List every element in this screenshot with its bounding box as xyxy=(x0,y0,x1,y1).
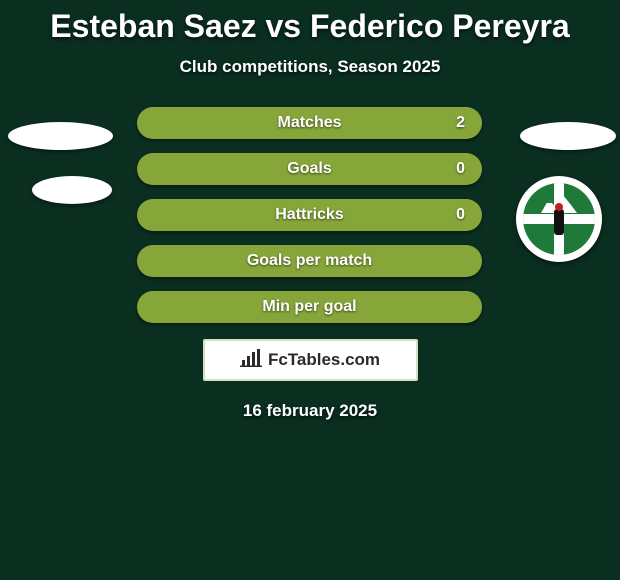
bar-chart-icon xyxy=(240,349,262,372)
stat-row-matches: Matches 2 xyxy=(0,107,620,139)
subtitle: Club competitions, Season 2025 xyxy=(0,57,620,77)
stats-list: Matches 2 Goals 0 Hattricks 0 Goals per … xyxy=(0,107,620,323)
stat-label: Matches xyxy=(137,107,482,139)
date-text: 16 february 2025 xyxy=(0,401,620,421)
watermark-text: FcTables.com xyxy=(268,350,380,370)
stat-label: Goals per match xyxy=(137,245,482,277)
stat-label: Goals xyxy=(137,153,482,185)
stat-row-hattricks: Hattricks 0 xyxy=(0,199,620,231)
stat-row-goals-per-match: Goals per match xyxy=(0,245,620,277)
watermark: FcTables.com xyxy=(203,339,418,381)
page-title: Esteban Saez vs Federico Pereyra xyxy=(0,0,620,45)
stat-value-p2: 2 xyxy=(456,107,465,139)
stat-value-p2: 0 xyxy=(456,153,465,185)
stat-label: Min per goal xyxy=(137,291,482,323)
stat-row-min-per-goal: Min per goal xyxy=(0,291,620,323)
stat-row-goals: Goals 0 xyxy=(0,153,620,185)
stat-value-p2: 0 xyxy=(456,199,465,231)
stat-label: Hattricks xyxy=(137,199,482,231)
